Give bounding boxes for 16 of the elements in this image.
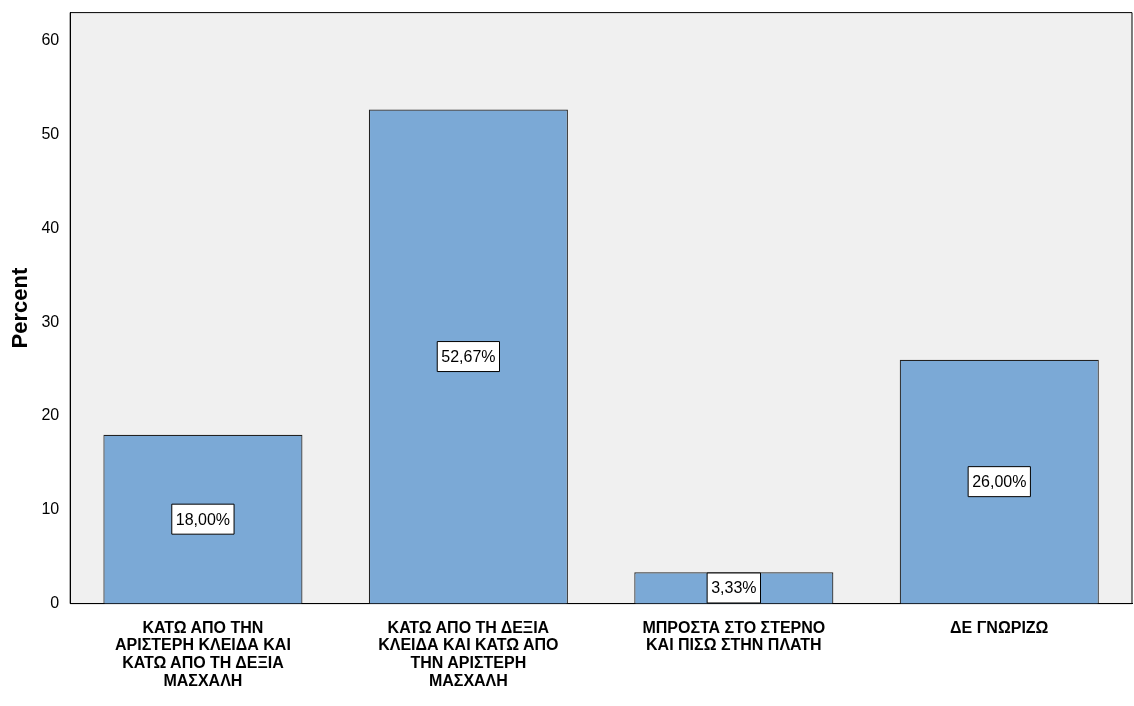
data-label: 26,00%	[972, 473, 1027, 491]
y-tick-label: 20	[41, 406, 60, 424]
data-label: 3,33%	[711, 579, 757, 597]
x-tick-label: ΜΠΡΟΣΤΑ ΣΤΟ ΣΤΕΡΝΟ ΚΑΙ ΠΙΣΩ ΣΤΗΝ ΠΛΑΤΗ	[642, 618, 826, 654]
y-tick-label: 0	[50, 594, 60, 612]
x-tick-label: ΚΑΤΩ ΑΠΟ ΤΗ ΔΕΞΙΑ ΚΛΕΙΔΑ ΚΑΙ ΚΑΤΩ ΑΠΟ ΤΗΝ ΑΡΙΣΤΕΡΗ ΜΑΣΧΑΛΗ	[378, 618, 559, 689]
data-label: 52,67%	[441, 347, 496, 365]
x-tick-label: ΚΑΤΩ ΑΠΟ ΤΗΝ ΑΡΙΣΤΕΡΗ ΚΛΕΙΔΑ ΚΑΙ ΚΑΤΩ ΑΠΟ ΤΗ ΔΕΞΙΑ ΜΑΣΧΑΛΗ	[115, 618, 291, 689]
y-tick-label: 50	[41, 124, 60, 142]
y-tick-label: 40	[41, 218, 60, 236]
y-tick-label: 60	[41, 31, 60, 49]
y-tick-label: 10	[41, 500, 60, 518]
x-tick-label: ΔΕ ΓΝΩΡΙΖΩ	[950, 618, 1049, 636]
y-tick-label: 30	[41, 312, 60, 330]
y-axis-title: Percent	[7, 267, 33, 349]
data-label: 18,00%	[175, 510, 231, 528]
